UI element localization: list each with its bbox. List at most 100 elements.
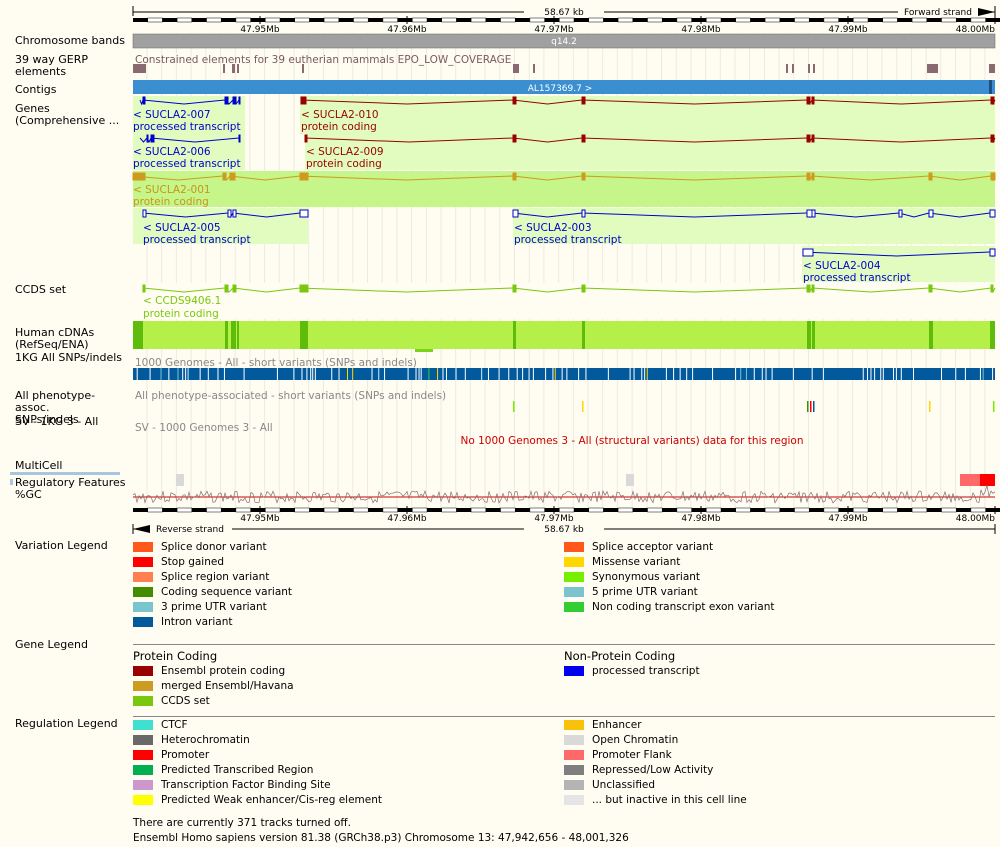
cdna-exon <box>990 321 995 349</box>
scale-segment <box>823 507 839 513</box>
legend-label: 3 prime UTR variant <box>161 601 267 613</box>
chromosome-bands-label[interactable]: Chromosome bands <box>15 34 125 47</box>
exon <box>581 134 586 143</box>
exon <box>142 284 146 293</box>
exon <box>227 209 232 218</box>
transcript-biotype: protein coding <box>133 196 209 208</box>
scale-segment <box>309 508 325 512</box>
intron-line <box>581 99 808 105</box>
scale-segment <box>544 18 560 22</box>
ruler-strand-bottom: Reverse strand <box>156 525 224 535</box>
gerp-elements[interactable] <box>133 64 995 73</box>
kg-snp-variants[interactable] <box>136 368 994 380</box>
gc-content-line[interactable] <box>132 485 996 504</box>
scale-segment <box>691 18 707 22</box>
snp-variant <box>882 368 884 380</box>
cdna-exons[interactable] <box>133 321 995 349</box>
protein-coding-heading: Protein Coding <box>133 649 218 663</box>
transcript-biotype: processed transcript <box>133 158 241 170</box>
scale-segment <box>838 18 854 22</box>
snp-variant <box>418 368 420 380</box>
exon <box>581 96 586 105</box>
scale-tick-label: 47.98Mb <box>681 514 721 524</box>
sv-label[interactable]: SV - 1KG 3 - All <box>15 415 99 428</box>
snp-variant <box>895 368 897 380</box>
snp-variant <box>149 368 151 380</box>
contigs-label[interactable]: Contigs <box>15 83 57 96</box>
genes-label[interactable]: Genes (Comprehensive ... <box>15 102 120 127</box>
scale-segment <box>500 507 516 513</box>
cdna-exon <box>929 321 933 349</box>
promoter-feature[interactable] <box>980 474 995 486</box>
scale-segment <box>926 508 942 512</box>
scale-tick-label: 47.97Mb <box>534 25 574 35</box>
kg-label[interactable]: 1KG All SNPs/indels <box>15 351 123 364</box>
scale-segment <box>456 508 472 512</box>
snp-variant <box>312 368 314 380</box>
intron-line <box>928 287 992 293</box>
scale-segment <box>691 508 707 512</box>
contig-bar[interactable] <box>133 80 995 94</box>
genome-browser-canvas[interactable]: 58.67 kb Forward strand 47.95Mb 47.96Mb 47… <box>0 0 1000 535</box>
scale-segment <box>941 507 957 513</box>
kg-snp-bar[interactable] <box>133 368 995 380</box>
scale-segment <box>294 17 310 23</box>
snp-variant <box>566 368 568 380</box>
legend-label: merged Ensembl/Havana <box>161 680 294 692</box>
chromosome-band[interactable] <box>132 33 996 49</box>
transcript-models[interactable] <box>132 96 996 294</box>
scale-tick-label: 47.97Mb <box>534 514 574 524</box>
scale-segment <box>353 507 369 513</box>
scale-segment <box>206 507 222 513</box>
cdna-extra <box>415 349 433 352</box>
regulatory-features-label[interactable]: Regulatory Features <box>15 476 126 489</box>
intron-line <box>512 137 583 143</box>
gerp-label[interactable]: 39 way GERP elements <box>15 53 88 78</box>
scale-segment <box>368 508 383 512</box>
phenotype-label[interactable]: All phenotype-assoc. SNPs/indels <box>15 389 96 426</box>
snp-variant <box>912 368 914 380</box>
scale-segment <box>162 508 178 512</box>
scale-tick-label: 47.96Mb <box>387 25 427 35</box>
multicell-label[interactable]: MultiCell <box>15 459 63 472</box>
contig-name: AL157369.7 > <box>528 84 593 94</box>
snp-variant <box>306 368 308 380</box>
sv-text: SV - 1000 Genomes 3 - All <box>135 422 273 434</box>
snp-variant <box>679 368 681 380</box>
transcript-labels[interactable]: < SUCLA2-007 processed transcript < SUCL… <box>133 109 911 320</box>
scale-segment <box>441 507 457 513</box>
scale-segment <box>647 17 663 23</box>
snp-variant <box>982 368 984 380</box>
gc-label[interactable]: %GC <box>15 488 42 501</box>
ccds-label[interactable]: CCDS set <box>15 283 67 296</box>
scale-segment <box>221 18 236 22</box>
legend-swatch <box>133 557 153 567</box>
snp-variant <box>487 368 489 380</box>
snp-variant <box>686 368 688 380</box>
intron-line <box>299 287 514 293</box>
promoter-flank-feature[interactable] <box>960 474 980 486</box>
snp-variant <box>955 368 957 380</box>
transcript-biotype: protein coding <box>301 121 377 133</box>
scale-segment <box>382 17 398 23</box>
snp-variant <box>761 368 763 380</box>
scale-segment <box>191 508 207 512</box>
transcript-name: < SUCLA2-005 <box>143 222 221 234</box>
open-chromatin-feature[interactable] <box>626 474 634 486</box>
cdna-block[interactable] <box>133 321 995 349</box>
scale-segment <box>147 17 163 23</box>
scale-segment <box>250 508 266 512</box>
scale-tick-label: 47.99Mb <box>828 514 868 524</box>
open-chromatin-feature[interactable] <box>176 474 184 486</box>
legend-label: Repressed/Low Activity <box>592 764 714 776</box>
intron-line <box>811 175 930 181</box>
cdna-label[interactable]: Human cDNAs (RefSeq/ENA) <box>15 326 95 351</box>
top-ruler: 58.67 kb Forward strand 47.95Mb 47.96Mb 47… <box>132 6 1000 35</box>
intron-line <box>232 212 301 218</box>
intron-line <box>304 137 514 143</box>
legend-swatch <box>133 735 153 745</box>
phenotype-variants[interactable] <box>513 401 995 412</box>
scale-segment <box>632 508 648 512</box>
scale-segment <box>882 17 898 23</box>
scale-segment <box>162 18 178 22</box>
